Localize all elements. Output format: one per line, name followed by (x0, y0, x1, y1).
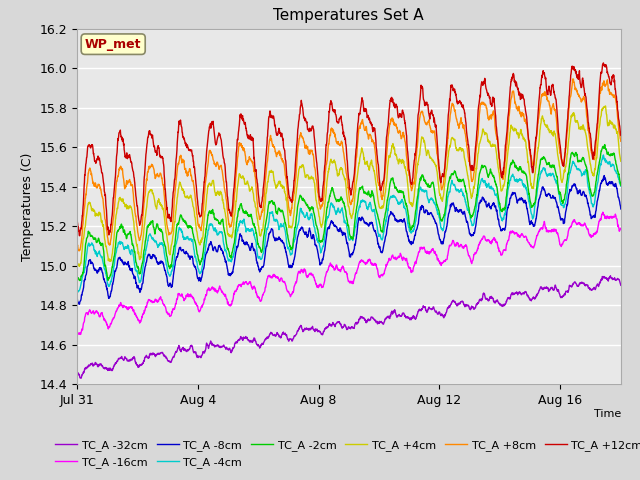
TC_A -32cm (601, 275, 609, 280)
TC_A +12cm (600, 60, 607, 66)
TC_A +8cm (502, 156, 509, 162)
TC_A -16cm (77, 332, 84, 337)
TC_A -32cm (607, 273, 614, 279)
TC_A +4cm (73, 258, 81, 264)
TC_A -8cm (617, 206, 625, 212)
TC_A +4cm (502, 173, 509, 179)
Line: TC_A -4cm: TC_A -4cm (77, 155, 621, 292)
TC_A -32cm (617, 282, 625, 288)
TC_A +8cm (76, 248, 83, 254)
TC_A -32cm (502, 301, 509, 307)
TC_A +12cm (602, 64, 609, 70)
Line: TC_A -32cm: TC_A -32cm (77, 276, 621, 378)
TC_A -2cm (101, 263, 109, 268)
TC_A -2cm (323, 204, 331, 210)
TC_A +12cm (73, 213, 81, 219)
TC_A +12cm (338, 119, 346, 125)
TC_A -4cm (617, 183, 625, 189)
TC_A -8cm (600, 173, 608, 179)
TC_A -16cm (101, 317, 109, 323)
TC_A -2cm (73, 273, 81, 279)
TC_A +12cm (76, 233, 83, 239)
TC_A -4cm (101, 266, 109, 272)
Title: Temperatures Set A: Temperatures Set A (273, 9, 424, 24)
TC_A +4cm (617, 158, 625, 164)
TC_A +4cm (101, 237, 109, 242)
TC_A -16cm (323, 269, 331, 275)
TC_A -2cm (76, 277, 84, 283)
TC_A -32cm (77, 375, 85, 381)
TC_A -4cm (74, 289, 82, 295)
TC_A +8cm (73, 240, 81, 246)
TC_A -16cm (599, 209, 607, 215)
Line: TC_A -8cm: TC_A -8cm (77, 176, 621, 304)
TC_A +4cm (602, 104, 609, 109)
TC_A -2cm (602, 146, 609, 152)
TC_A +12cm (323, 132, 331, 138)
Legend: TC_A -32cm, TC_A -16cm, TC_A -8cm, TC_A -4cm, TC_A -2cm, TC_A +4cm, TC_A +8cm, T: TC_A -32cm, TC_A -16cm, TC_A -8cm, TC_A … (51, 436, 640, 472)
TC_A -2cm (617, 182, 625, 188)
TC_A +8cm (569, 76, 577, 82)
Line: TC_A +12cm: TC_A +12cm (77, 63, 621, 236)
TC_A +4cm (76, 264, 83, 269)
TC_A +12cm (602, 63, 609, 69)
TC_A -16cm (602, 214, 609, 220)
TC_A -4cm (602, 159, 609, 165)
TC_A +8cm (617, 138, 625, 144)
TC_A +8cm (101, 216, 109, 222)
TC_A -2cm (502, 203, 509, 208)
TC_A -4cm (323, 215, 331, 220)
TC_A +8cm (602, 83, 609, 89)
TC_A +12cm (101, 190, 109, 196)
TC_A -32cm (323, 325, 331, 331)
TC_A -32cm (338, 324, 346, 330)
TC_A -16cm (502, 247, 509, 253)
TC_A +8cm (323, 158, 331, 164)
TC_A -32cm (101, 365, 109, 371)
TC_A +8cm (602, 82, 609, 88)
TC_A -16cm (338, 264, 346, 270)
TC_A -8cm (338, 228, 346, 234)
TC_A -32cm (602, 275, 609, 281)
TC_A +4cm (602, 103, 609, 109)
TC_A -8cm (75, 301, 83, 307)
Y-axis label: Temperatures (C): Temperatures (C) (20, 152, 34, 261)
TC_A -8cm (323, 228, 331, 233)
TC_A -8cm (602, 175, 609, 181)
TC_A -4cm (600, 152, 607, 158)
TC_A +8cm (338, 138, 346, 144)
TC_A -2cm (602, 145, 609, 151)
TC_A +12cm (502, 142, 509, 148)
TC_A -8cm (73, 294, 81, 300)
Line: TC_A +8cm: TC_A +8cm (77, 79, 621, 251)
TC_A -16cm (602, 214, 609, 220)
Line: TC_A -16cm: TC_A -16cm (77, 212, 621, 335)
TC_A -2cm (338, 195, 346, 201)
TC_A -16cm (617, 226, 625, 231)
TC_A -8cm (602, 177, 609, 183)
TC_A +4cm (601, 104, 609, 109)
TC_A -32cm (73, 369, 81, 375)
Line: TC_A +4cm: TC_A +4cm (77, 106, 621, 266)
TC_A -2cm (601, 142, 609, 147)
TC_A -4cm (602, 159, 609, 165)
TC_A +12cm (617, 132, 625, 138)
TC_A -4cm (502, 209, 509, 215)
Text: WP_met: WP_met (85, 37, 141, 51)
Text: Time: Time (593, 409, 621, 419)
TC_A -16cm (73, 329, 81, 335)
TC_A +4cm (338, 165, 346, 171)
Line: TC_A -2cm: TC_A -2cm (77, 144, 621, 280)
TC_A -8cm (101, 279, 109, 285)
TC_A -4cm (338, 206, 346, 212)
TC_A -8cm (502, 225, 509, 230)
TC_A +4cm (323, 177, 331, 183)
TC_A -4cm (73, 287, 81, 293)
